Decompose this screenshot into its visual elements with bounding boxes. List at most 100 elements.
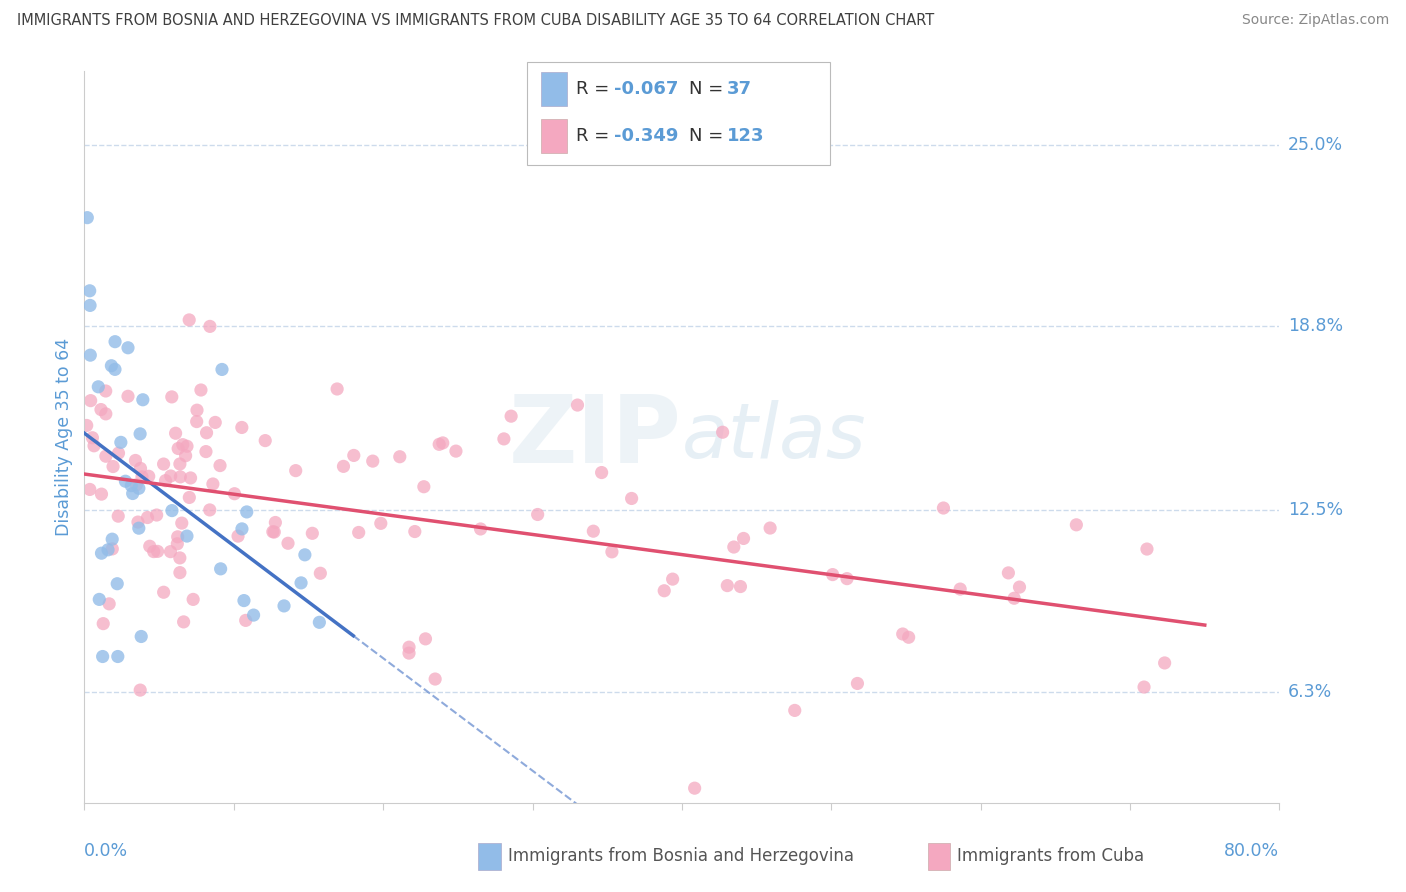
Point xyxy=(1136,542,1159,557)
Point xyxy=(169,550,191,565)
Point xyxy=(90,546,112,560)
Point xyxy=(173,615,195,629)
Point xyxy=(166,537,188,551)
Text: 37: 37 xyxy=(727,79,752,97)
Point xyxy=(98,597,121,611)
Point xyxy=(470,522,492,536)
Point xyxy=(231,420,253,434)
Point xyxy=(309,566,332,581)
Text: 6.3%: 6.3% xyxy=(1288,682,1331,700)
Point xyxy=(294,548,316,562)
Point xyxy=(121,486,143,500)
Point xyxy=(132,392,155,407)
Point xyxy=(277,536,299,550)
Text: N =: N = xyxy=(689,79,728,97)
Point xyxy=(91,616,114,631)
Point xyxy=(361,454,384,468)
Point xyxy=(94,384,117,398)
Point xyxy=(404,524,426,539)
Point xyxy=(332,459,354,474)
Point xyxy=(932,501,955,516)
Point xyxy=(179,491,201,505)
Point xyxy=(107,649,129,664)
Point xyxy=(226,529,249,543)
Point xyxy=(129,461,152,475)
Point xyxy=(821,567,844,582)
Point xyxy=(128,521,150,535)
Point xyxy=(152,585,174,599)
Point xyxy=(711,425,734,440)
Point xyxy=(131,470,153,484)
Point xyxy=(176,439,198,453)
Point xyxy=(101,532,124,546)
Point xyxy=(104,334,127,349)
Point xyxy=(370,516,392,531)
Point xyxy=(224,486,246,500)
Point xyxy=(110,435,132,450)
Point xyxy=(169,470,191,484)
Point xyxy=(170,516,193,530)
Point xyxy=(891,627,914,641)
Point xyxy=(231,522,253,536)
Point xyxy=(567,398,589,412)
Point xyxy=(155,474,177,488)
Point xyxy=(723,540,745,554)
Point xyxy=(198,503,221,517)
Point xyxy=(273,599,295,613)
Point xyxy=(160,390,183,404)
Point xyxy=(181,592,204,607)
Point xyxy=(301,526,323,541)
Point xyxy=(89,592,111,607)
Point xyxy=(526,508,548,522)
Point xyxy=(94,449,117,463)
Point xyxy=(166,530,188,544)
Point xyxy=(124,453,146,467)
Point xyxy=(129,683,152,698)
Point xyxy=(125,478,148,492)
Point xyxy=(107,509,129,524)
Point xyxy=(412,480,434,494)
Point xyxy=(97,542,120,557)
Point xyxy=(87,380,110,394)
Point xyxy=(211,362,233,376)
Text: -0.349: -0.349 xyxy=(614,127,679,145)
Point xyxy=(142,544,165,558)
Text: Immigrants from Bosnia and Herzegovina: Immigrants from Bosnia and Herzegovina xyxy=(508,847,853,865)
Point xyxy=(308,615,330,630)
Point xyxy=(492,432,515,446)
Point xyxy=(107,446,129,460)
Text: Immigrants from Cuba: Immigrants from Cuba xyxy=(957,847,1144,865)
Point xyxy=(1066,517,1088,532)
Point xyxy=(661,572,683,586)
Point xyxy=(284,464,307,478)
Point xyxy=(179,313,201,327)
Text: 18.8%: 18.8% xyxy=(1288,317,1343,334)
Text: 0.0%: 0.0% xyxy=(84,842,128,860)
Point xyxy=(427,437,450,451)
Point xyxy=(897,630,920,644)
Text: ZIP: ZIP xyxy=(509,391,682,483)
Point xyxy=(91,649,114,664)
Point xyxy=(582,524,605,539)
Text: R =: R = xyxy=(576,127,616,145)
Text: 12.5%: 12.5% xyxy=(1288,501,1343,519)
Point xyxy=(201,477,224,491)
Point xyxy=(79,298,101,312)
Point xyxy=(194,444,217,458)
Point xyxy=(90,402,112,417)
Point xyxy=(159,544,181,558)
Point xyxy=(186,415,208,429)
Point xyxy=(172,438,194,452)
Point xyxy=(101,541,124,556)
Point xyxy=(136,510,159,524)
Point xyxy=(432,436,454,450)
Text: R =: R = xyxy=(576,79,616,97)
Point xyxy=(264,516,287,530)
Point xyxy=(94,407,117,421)
Point xyxy=(398,646,420,660)
Point xyxy=(683,781,706,796)
Point xyxy=(600,545,623,559)
Point xyxy=(347,525,370,540)
Point xyxy=(198,319,221,334)
Text: N =: N = xyxy=(689,127,728,145)
